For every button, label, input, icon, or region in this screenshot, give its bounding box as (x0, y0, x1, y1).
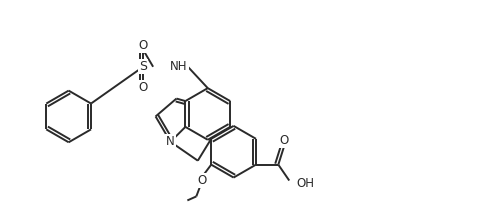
Text: O: O (138, 81, 148, 94)
Text: OH: OH (296, 177, 314, 190)
Text: O: O (280, 134, 289, 147)
Text: O: O (198, 174, 207, 187)
Text: NH: NH (170, 60, 188, 73)
Text: S: S (139, 60, 147, 73)
Text: N: N (166, 135, 175, 148)
Text: O: O (138, 39, 148, 52)
